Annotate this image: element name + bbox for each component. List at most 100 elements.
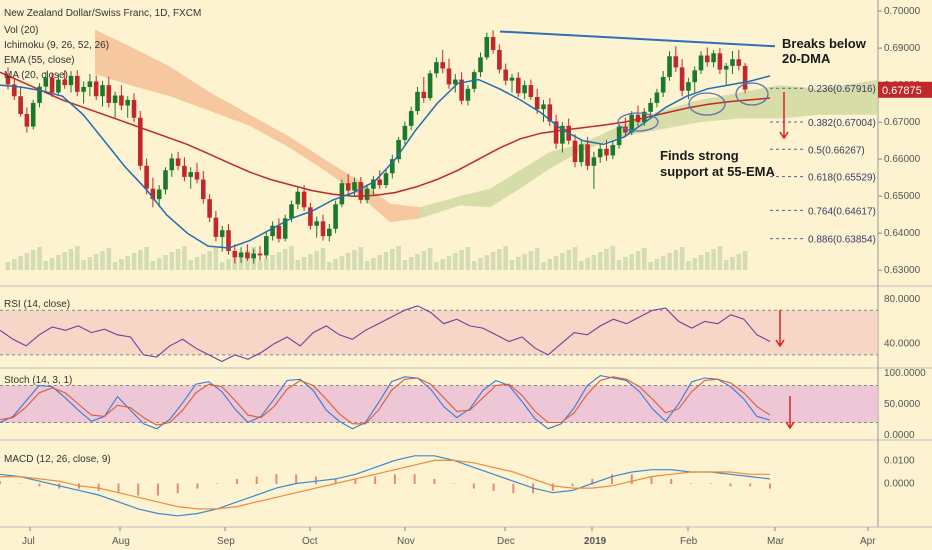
rsi-tick-label: 40.0000 — [884, 339, 921, 350]
volume-bar — [642, 248, 647, 270]
candle-body — [163, 170, 168, 190]
volume-bar — [534, 248, 540, 270]
volume-bar — [465, 247, 471, 270]
candle-body — [654, 92, 660, 103]
volume-bar — [509, 260, 515, 270]
volume-bar — [705, 252, 710, 270]
volume-bar — [648, 262, 653, 270]
volume-bar — [56, 255, 61, 270]
volume-bar — [490, 252, 496, 270]
fib-label: 0.382(0.67004) — [808, 118, 876, 129]
support-ellipse — [617, 112, 659, 132]
stoch-tick-label: 50.0000 — [884, 399, 921, 410]
x-axis-label: Mar — [767, 536, 785, 547]
volume-bar — [723, 260, 729, 270]
volume-bar — [169, 252, 175, 270]
volume-bar — [484, 255, 490, 270]
candle-body — [327, 228, 332, 237]
volume-bar — [654, 259, 660, 270]
volume-bar — [93, 254, 99, 270]
stoch-pane: 100.0000 50.0000 0.0000 — [0, 368, 926, 441]
macd-title: MACD (12, 26, close, 9) — [4, 454, 111, 465]
volume-bar — [119, 259, 124, 270]
candle-body — [616, 126, 622, 146]
ichimoku-cloud — [95, 29, 878, 223]
axes: 0.630000.640000.650000.660000.670000.680… — [22, 6, 932, 547]
candle-body — [219, 230, 225, 237]
candle-body — [446, 68, 452, 85]
candle-body — [131, 99, 137, 118]
candle-body — [629, 114, 634, 133]
candle-body — [660, 76, 666, 93]
candle-body — [516, 77, 521, 94]
x-axis-label: Feb — [680, 536, 698, 547]
candle-body — [308, 207, 313, 226]
macd-histogram-bar — [235, 478, 238, 484]
volume-bar — [522, 254, 527, 270]
volume-bar — [295, 260, 301, 270]
candle-body — [415, 91, 420, 112]
volume-bar — [12, 259, 17, 270]
candle-body — [62, 79, 67, 86]
volume-bar — [547, 259, 553, 270]
volume-bar — [553, 256, 559, 270]
volume-bar — [453, 253, 458, 270]
volume-bar — [427, 248, 433, 270]
candle-body — [5, 75, 11, 85]
volume-bar — [686, 261, 691, 270]
candle-body — [276, 225, 282, 239]
volume-bar — [270, 255, 275, 270]
candle-body — [207, 199, 212, 218]
macd-histogram-bar — [729, 483, 732, 487]
candle-body — [75, 75, 80, 92]
macd-tick-label: 0.0100 — [884, 455, 915, 466]
macd-tick-label: 0.0000 — [884, 479, 915, 490]
candle-body — [396, 139, 401, 160]
candle-body — [213, 217, 219, 237]
candle-body — [572, 140, 578, 163]
volume-bar — [276, 252, 282, 270]
volume-bars — [5, 246, 748, 270]
candle-body — [333, 204, 338, 229]
candle-body — [358, 182, 364, 200]
volume-bar — [516, 257, 521, 270]
candle-body — [383, 173, 389, 186]
volume-bar — [75, 246, 80, 270]
volume-bar — [503, 246, 508, 270]
macd-histogram-bar — [38, 483, 41, 487]
candle-body — [591, 157, 597, 166]
stoch-title: Stoch (14, 3, 1) — [4, 375, 72, 386]
annotation-breaks-below: Breaks below — [782, 36, 867, 51]
volume-bar — [566, 250, 571, 270]
candle-body — [705, 55, 710, 63]
volume-bar — [742, 251, 748, 270]
price-tick-label: 0.64000 — [884, 228, 921, 239]
volume-bar — [30, 250, 36, 270]
volume-bar — [471, 261, 477, 270]
volume-bar — [81, 260, 86, 270]
candle-body — [144, 165, 149, 189]
price-tick-label: 0.63000 — [884, 265, 921, 276]
candle-body — [43, 77, 49, 87]
macd-histogram-bar — [413, 474, 416, 484]
volume-bar — [112, 262, 118, 270]
macd-histogram-bar — [709, 483, 712, 484]
volume-bar — [49, 258, 55, 270]
macd-histogram-bar — [156, 483, 159, 496]
volume-bar — [352, 250, 357, 270]
indicator-ema: EMA (55, close) — [4, 55, 75, 66]
candle-body — [251, 253, 256, 259]
cloud-bullish — [420, 79, 878, 219]
support-ellipse — [688, 92, 726, 116]
macd-histogram-bar — [176, 483, 179, 494]
macd-histogram-bar — [354, 478, 357, 484]
candle-body — [730, 59, 735, 66]
candle-body — [87, 81, 93, 87]
volume-bar — [156, 258, 162, 270]
candle-body — [188, 172, 193, 177]
fib-label: 0.236(0.67916) — [808, 84, 876, 95]
volume-bar — [62, 252, 67, 270]
